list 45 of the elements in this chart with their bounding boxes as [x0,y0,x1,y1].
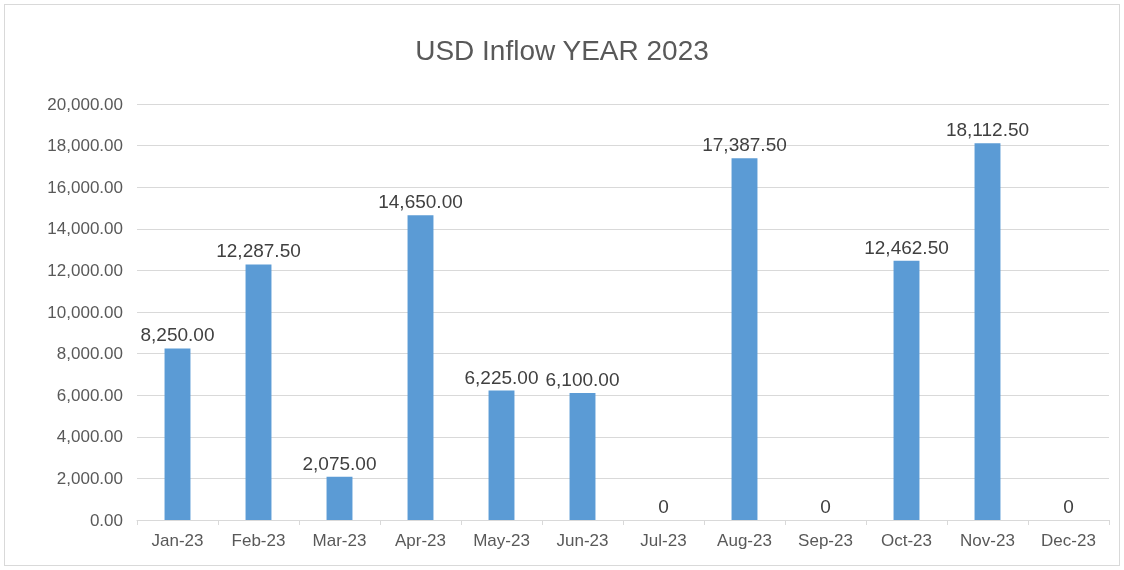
y-tick-label: 16,000.00 [47,177,123,197]
y-tick-label: 6,000.00 [56,385,123,405]
data-label: 0 [820,496,831,517]
y-tick-label: 12,000.00 [47,260,123,280]
bar [893,260,920,520]
bar [245,264,272,520]
chart-title: USD Inflow YEAR 2023 [415,34,709,66]
data-label: 18,112.50 [945,119,1030,141]
x-tick-label: Dec-23 [1041,531,1096,550]
data-label: 14,650.00 [378,191,463,213]
x-tick-label: Nov-23 [960,531,1015,550]
x-tick-label: Sep-23 [798,531,853,550]
bar [407,215,434,520]
y-tick-label: 20,000.00 [47,94,123,114]
data-label: 0 [658,496,669,517]
x-tick-label: Aug-23 [717,531,772,550]
data-label: 6,225.00 [464,366,539,388]
y-tick-label: 18,000.00 [47,136,123,156]
x-tick-label: Jan-23 [151,531,204,550]
bar [731,158,758,520]
bar [569,393,596,520]
data-label: 2,075.00 [302,452,377,474]
bar [164,348,191,520]
y-tick-label: 0.00 [89,510,123,530]
data-label: 12,462.50 [864,236,949,258]
x-tick-label: May-23 [473,531,530,550]
x-tick-label: Oct-23 [880,531,933,550]
y-tick-label: 4,000.00 [56,427,123,447]
data-label: 8,250.00 [140,324,215,346]
y-tick-label: 2,000.00 [56,468,123,488]
data-label: 17,387.50 [702,134,787,156]
x-tick-label: Jul-23 [640,531,687,550]
bar [974,143,1001,520]
x-tick-label: Mar-23 [312,531,367,550]
y-tick-label: 14,000.00 [47,219,123,239]
data-label: 6,100.00 [545,369,620,391]
x-tick-label: Feb-23 [231,531,286,550]
bar [326,476,353,520]
bar [488,390,515,520]
y-tick-label: 8,000.00 [56,344,123,364]
data-label: 0 [1063,496,1074,517]
x-tick-label: Apr-23 [394,531,447,550]
x-tick-label: Jun-23 [556,531,609,550]
y-tick-label: 10,000.00 [47,302,123,322]
data-label: 12,287.50 [216,240,301,262]
